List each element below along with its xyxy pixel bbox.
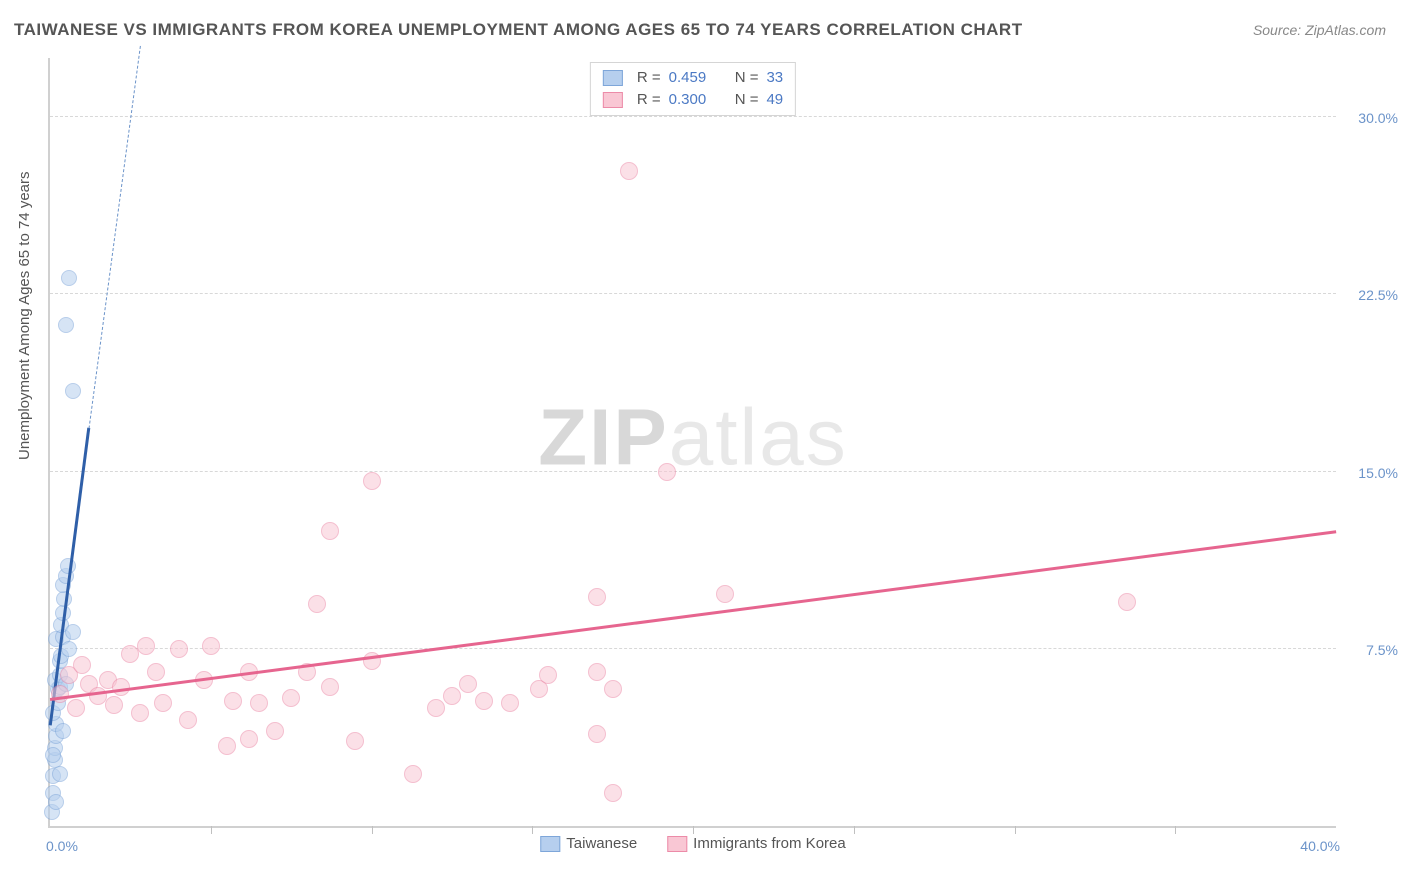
y-axis-title: Unemployment Among Ages 65 to 74 years: [16, 171, 33, 460]
legend-r-label: R =: [637, 89, 661, 111]
data-point: [539, 666, 557, 684]
y-gridline: [50, 116, 1336, 117]
watermark-light: atlas: [669, 392, 848, 481]
data-point: [266, 722, 284, 740]
x-tick: [854, 826, 855, 834]
legend-swatch: [603, 92, 623, 108]
y-tick-label: 22.5%: [1343, 287, 1398, 303]
data-point: [321, 522, 339, 540]
data-point: [65, 624, 81, 640]
series-legend: Taiwanese Immigrants from Korea: [540, 835, 845, 852]
data-point: [658, 463, 676, 481]
data-point: [52, 766, 68, 782]
data-point: [501, 694, 519, 712]
y-tick-label: 30.0%: [1343, 110, 1398, 126]
x-tick: [1015, 826, 1016, 834]
source-attribution: Source: ZipAtlas.com: [1253, 22, 1386, 38]
x-tick: [693, 826, 694, 834]
data-point: [105, 696, 123, 714]
data-point: [588, 663, 606, 681]
data-point: [620, 162, 638, 180]
data-point: [58, 317, 74, 333]
data-point: [475, 692, 493, 710]
plot-area: ZIPatlas R = 0.459 N = 33R = 0.300 N = 4…: [48, 58, 1336, 828]
y-gridline: [50, 648, 1336, 649]
series-legend-item: Taiwanese: [540, 835, 637, 852]
legend-n-label: N =: [735, 67, 759, 89]
data-point: [89, 687, 107, 705]
x-tick: [532, 826, 533, 834]
y-gridline: [50, 293, 1336, 294]
data-point: [282, 689, 300, 707]
data-point: [404, 765, 422, 783]
x-tick: [372, 826, 373, 834]
legend-swatch: [540, 836, 560, 852]
data-point: [459, 675, 477, 693]
chart-title: TAIWANESE VS IMMIGRANTS FROM KOREA UNEMP…: [14, 20, 1023, 40]
data-point: [588, 588, 606, 606]
data-point: [427, 699, 445, 717]
data-point: [65, 383, 81, 399]
data-point: [321, 678, 339, 696]
data-point: [604, 680, 622, 698]
series-name: Taiwanese: [566, 835, 637, 852]
y-tick-label: 7.5%: [1343, 642, 1398, 658]
data-point: [67, 699, 85, 717]
legend-r-label: R =: [637, 67, 661, 89]
data-point: [137, 637, 155, 655]
data-point: [45, 747, 61, 763]
data-point: [202, 637, 220, 655]
data-point: [604, 784, 622, 802]
x-tick: [1175, 826, 1176, 834]
data-point: [1118, 593, 1136, 611]
source-value: ZipAtlas.com: [1305, 22, 1386, 38]
data-point: [61, 270, 77, 286]
data-point: [240, 730, 258, 748]
data-point: [588, 725, 606, 743]
series-name: Immigrants from Korea: [693, 835, 846, 852]
data-point: [48, 794, 64, 810]
data-point: [154, 694, 172, 712]
stats-legend-row: R = 0.300 N = 49: [603, 89, 783, 111]
trend-line: [50, 530, 1336, 700]
data-point: [73, 656, 91, 674]
data-point: [131, 704, 149, 722]
legend-r-value: 0.300: [669, 89, 707, 111]
stats-legend: R = 0.459 N = 33R = 0.300 N = 49: [590, 62, 796, 116]
data-point: [224, 692, 242, 710]
data-point: [363, 472, 381, 490]
data-point: [170, 640, 188, 658]
stats-legend-row: R = 0.459 N = 33: [603, 67, 783, 89]
series-legend-item: Immigrants from Korea: [667, 835, 846, 852]
data-point: [443, 687, 461, 705]
x-axis-label-high: 40.0%: [1300, 838, 1340, 854]
trend-line-extension: [88, 46, 140, 429]
data-point: [346, 732, 364, 750]
data-point: [218, 737, 236, 755]
source-label: Source:: [1253, 22, 1301, 38]
y-tick-label: 15.0%: [1343, 465, 1398, 481]
data-point: [61, 641, 77, 657]
data-point: [250, 694, 268, 712]
data-point: [112, 678, 130, 696]
legend-n-value: 49: [766, 89, 783, 111]
legend-r-value: 0.459: [669, 67, 707, 89]
legend-n-label: N =: [735, 89, 759, 111]
watermark-bold: ZIP: [538, 392, 668, 481]
data-point: [716, 585, 734, 603]
data-point: [308, 595, 326, 613]
legend-swatch: [667, 836, 687, 852]
data-point: [55, 723, 71, 739]
data-point: [179, 711, 197, 729]
data-point: [147, 663, 165, 681]
legend-swatch: [603, 70, 623, 86]
x-axis-label-low: 0.0%: [46, 838, 78, 854]
legend-n-value: 33: [766, 67, 783, 89]
y-gridline: [50, 471, 1336, 472]
x-tick: [211, 826, 212, 834]
